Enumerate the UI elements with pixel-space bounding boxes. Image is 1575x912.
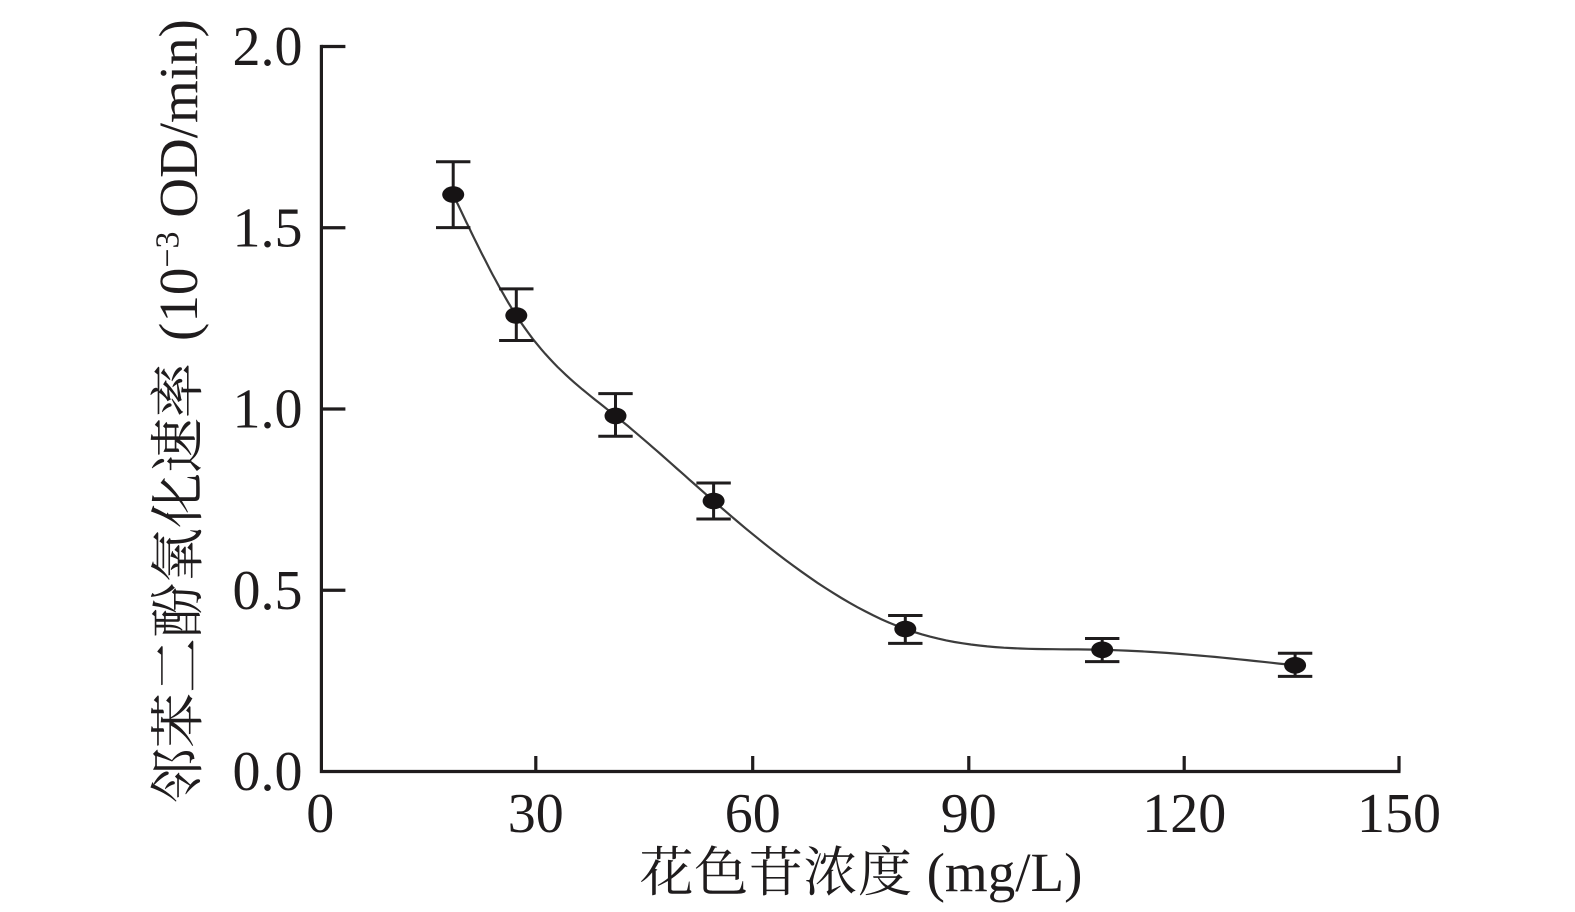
- svg-text:60: 60: [725, 783, 781, 845]
- svg-text:150: 150: [1357, 783, 1441, 845]
- svg-text:(mg/L): (mg/L): [927, 842, 1083, 903]
- svg-text:0.0: 0.0: [233, 741, 303, 803]
- svg-text:120: 120: [1142, 783, 1226, 845]
- svg-text:1.5: 1.5: [233, 197, 303, 259]
- svg-text:0.5: 0.5: [233, 560, 303, 622]
- svg-text:0: 0: [306, 783, 334, 845]
- svg-text:2.0: 2.0: [233, 16, 303, 78]
- svg-text:(10−3 OD/min): (10−3 OD/min): [148, 19, 209, 341]
- svg-text:1.0: 1.0: [233, 379, 303, 441]
- svg-text:30: 30: [508, 783, 564, 845]
- svg-text:90: 90: [941, 783, 997, 845]
